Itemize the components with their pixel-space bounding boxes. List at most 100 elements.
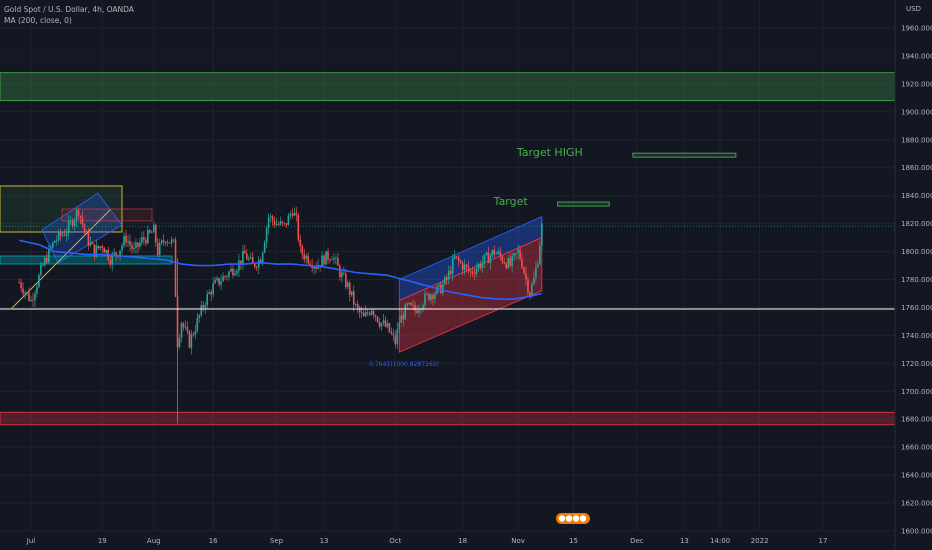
candle-body <box>281 221 284 223</box>
candle-body <box>91 242 94 244</box>
candle-body <box>230 268 232 272</box>
candle-body <box>533 277 535 285</box>
candle-body <box>156 242 159 255</box>
candle-body <box>77 210 80 216</box>
candle-body <box>226 276 228 278</box>
time-tick-label: Jul <box>26 537 36 545</box>
price-tick-label: 1740.000 <box>901 332 932 340</box>
candle-body <box>103 247 106 253</box>
candle-body <box>210 292 212 295</box>
candle-body <box>133 247 135 250</box>
candle-body <box>57 231 60 240</box>
candle-body <box>434 293 436 300</box>
event-flag-icon[interactable] <box>572 515 580 522</box>
candle-body <box>164 242 167 243</box>
candle-body <box>321 255 323 267</box>
candle-body <box>85 230 88 233</box>
candle-body <box>503 261 506 264</box>
candle-body <box>204 305 207 308</box>
candle-body <box>362 312 365 317</box>
candle-body <box>251 257 254 264</box>
candle-body <box>451 258 454 275</box>
candle-body <box>42 264 44 266</box>
candle-body <box>295 212 298 215</box>
candle-body <box>406 303 408 305</box>
candle-body <box>356 304 359 308</box>
chart-legend: Gold Spot / U.S. Dollar, 4h, OANDA MA (2… <box>4 4 134 26</box>
candle-body <box>412 305 414 306</box>
candle-body <box>428 293 430 300</box>
candle-body <box>143 237 145 240</box>
left-blue-channel[interactable] <box>41 192 123 264</box>
candle-body <box>444 277 446 285</box>
candle-body <box>127 241 129 243</box>
candle-body <box>394 335 397 345</box>
candle-body <box>194 330 197 335</box>
candle-body <box>309 263 311 266</box>
time-tick-label: 18 <box>458 537 467 545</box>
candle-body <box>525 273 527 280</box>
candle-body <box>147 230 149 244</box>
candle-body <box>475 268 478 275</box>
price-tick-label: 1920.000 <box>901 80 932 88</box>
candle-body <box>182 323 185 327</box>
candle-body <box>426 293 428 295</box>
time-tick-label: 19 <box>98 537 107 545</box>
candle-body <box>537 264 539 268</box>
candle-body <box>297 214 300 240</box>
candle-body <box>380 323 383 327</box>
candle-body <box>200 305 203 316</box>
candle-body <box>81 217 84 225</box>
candle-body <box>299 239 302 247</box>
candle-body <box>95 245 98 257</box>
ma-indicator-label[interactable]: MA (200, close, 0) <box>4 16 72 25</box>
candle-body <box>34 293 36 301</box>
price-tick-label: 1700.000 <box>901 388 932 396</box>
event-flag-icon[interactable] <box>565 515 573 522</box>
candle-body <box>364 312 367 317</box>
candle-body <box>279 221 282 225</box>
left-teal-box[interactable] <box>0 255 173 265</box>
candle-body <box>487 252 490 263</box>
candle-body <box>430 294 432 300</box>
candle-body <box>269 216 272 218</box>
candle-body <box>461 262 464 271</box>
candle-body <box>388 323 391 333</box>
time-tick-label: Sep <box>270 537 284 545</box>
candle-body <box>438 284 440 287</box>
candle-body <box>467 266 470 271</box>
time-tick-label: Nov <box>511 537 525 545</box>
symbol-title[interactable]: Gold Spot / U.S. Dollar, 4h, OANDA <box>4 5 134 14</box>
left-pink-box[interactable] <box>61 208 153 222</box>
candle-body <box>97 245 100 249</box>
candle-body <box>69 220 72 222</box>
candle-body <box>301 246 304 255</box>
candle-body <box>501 256 504 262</box>
candle-body <box>59 231 62 236</box>
candle-body <box>273 220 276 225</box>
candle-body <box>190 334 193 348</box>
candle-body <box>244 250 246 254</box>
candle-body <box>376 316 379 322</box>
candle-body <box>214 280 216 284</box>
candle-body <box>232 268 234 276</box>
candle-body <box>382 320 385 324</box>
price-tick-label: 1780.000 <box>901 276 932 284</box>
candle-body <box>248 258 250 260</box>
candle-body <box>253 263 256 267</box>
candle-body <box>386 323 389 327</box>
candle-body <box>141 237 143 243</box>
price-tick-label: 1800.000 <box>901 248 932 256</box>
candle-body <box>323 255 325 265</box>
candle-body <box>519 249 521 260</box>
candle-body <box>509 257 511 266</box>
candle-body <box>517 249 519 253</box>
ma-200-line[interactable] <box>18 239 542 300</box>
candle-body <box>162 240 165 243</box>
candle-body <box>333 258 335 260</box>
event-flag-icon[interactable] <box>558 515 566 522</box>
candle-body <box>307 255 309 264</box>
candle-body <box>216 278 218 281</box>
event-flag-icon[interactable] <box>579 515 587 522</box>
